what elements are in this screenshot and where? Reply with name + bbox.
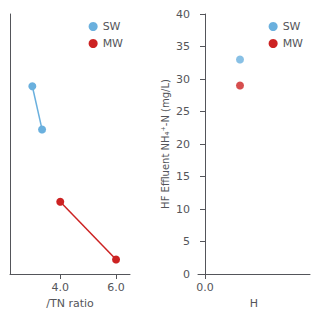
svg-text:20: 20: [176, 138, 190, 151]
svg-text:10: 10: [176, 203, 190, 216]
svg-text:H: H: [250, 297, 258, 310]
svg-text:25: 25: [176, 105, 190, 118]
svg-text:4.0: 4.0: [51, 281, 69, 294]
svg-text:5: 5: [183, 235, 190, 248]
svg-text:SW: SW: [283, 20, 301, 33]
svg-text:0.0: 0.0: [196, 281, 214, 294]
svg-text:0: 0: [183, 268, 190, 281]
svg-text:/TN ratio: /TN ratio: [46, 297, 94, 310]
svg-text:MW: MW: [103, 37, 123, 50]
svg-text:35: 35: [176, 40, 190, 53]
svg-text:40: 40: [176, 8, 190, 21]
svg-text:SW: SW: [103, 20, 121, 33]
svg-text:15: 15: [176, 170, 190, 183]
svg-text:HF Effluent NH₄⁺-N (mg/L): HF Effluent NH₄⁺-N (mg/L): [160, 79, 171, 209]
svg-text:6.0: 6.0: [107, 281, 125, 294]
svg-text:30: 30: [176, 73, 190, 86]
svg-text:MW: MW: [283, 37, 303, 50]
